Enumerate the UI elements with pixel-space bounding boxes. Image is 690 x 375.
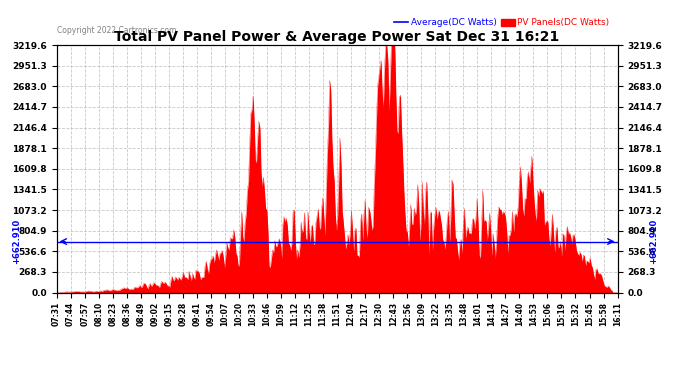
Title: Total PV Panel Power & Average Power Sat Dec 31 16:21: Total PV Panel Power & Average Power Sat… — [115, 30, 560, 44]
Text: +662.910: +662.910 — [12, 219, 21, 264]
Text: Copyright 2022 Cartronics.com: Copyright 2022 Cartronics.com — [57, 26, 176, 35]
Text: +662.910: +662.910 — [649, 219, 658, 264]
Legend: Average(DC Watts), PV Panels(DC Watts): Average(DC Watts), PV Panels(DC Watts) — [391, 15, 613, 31]
